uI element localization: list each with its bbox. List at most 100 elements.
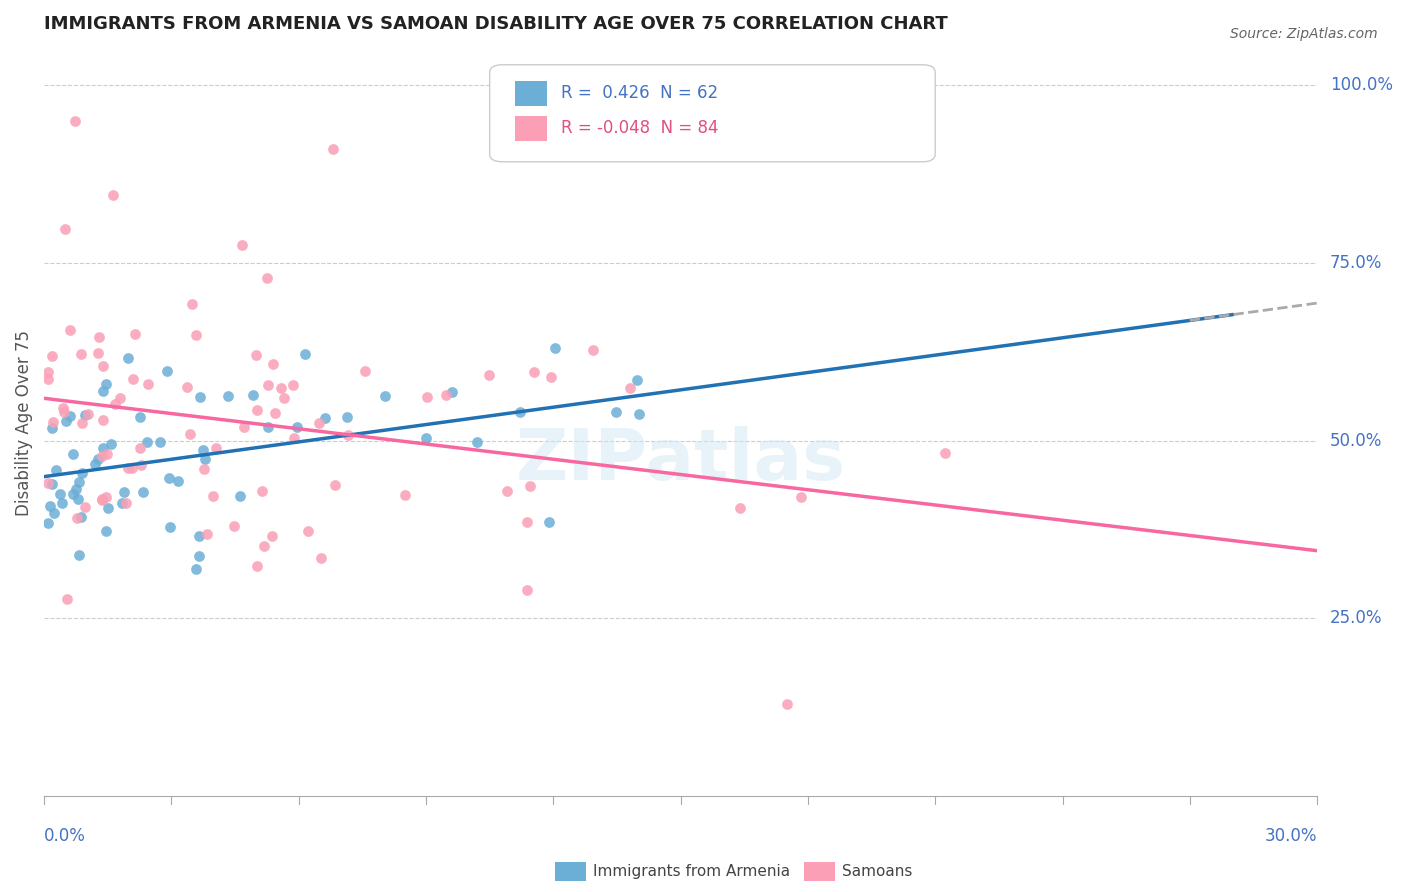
Point	[245, 348, 267, 362]
Point	[201, 489, 224, 503]
Point	[297, 524, 319, 538]
Point	[193, 462, 215, 476]
Point	[283, 377, 305, 392]
Point	[231, 238, 253, 252]
Point	[256, 419, 278, 434]
Point	[149, 435, 172, 450]
Point	[156, 364, 179, 378]
Point	[44, 462, 66, 476]
Point	[91, 384, 114, 399]
Point	[136, 376, 159, 391]
Point	[790, 490, 813, 504]
Point	[91, 359, 114, 373]
Point	[186, 328, 208, 343]
Point	[91, 413, 114, 427]
Point	[100, 437, 122, 451]
Point	[44, 507, 66, 521]
Point	[70, 416, 93, 430]
Point	[273, 391, 295, 405]
Point	[250, 483, 273, 498]
Point	[283, 431, 305, 445]
Point	[730, 501, 752, 516]
Point	[51, 496, 73, 510]
Text: Samoans: Samoans	[842, 864, 912, 879]
Point	[115, 495, 138, 509]
Point	[194, 451, 217, 466]
Point	[465, 435, 488, 450]
Point	[91, 441, 114, 455]
Point	[87, 330, 110, 344]
Point	[176, 379, 198, 393]
Point	[519, 479, 541, 493]
Point	[522, 365, 544, 379]
Point	[59, 323, 82, 337]
Point	[112, 484, 135, 499]
Point	[229, 489, 252, 503]
Point	[308, 417, 330, 431]
Point	[131, 458, 153, 473]
Text: IMMIGRANTS FROM ARMENIA VS SAMOAN DISABILITY AGE OVER 75 CORRELATION CHART: IMMIGRANTS FROM ARMENIA VS SAMOAN DISABI…	[44, 15, 948, 33]
Point	[337, 428, 360, 442]
Point	[619, 380, 641, 394]
Point	[104, 396, 127, 410]
Point	[39, 499, 62, 513]
Text: 100.0%: 100.0%	[1330, 77, 1393, 95]
Point	[260, 529, 283, 543]
Point	[188, 390, 211, 404]
Point	[70, 347, 93, 361]
Point	[117, 351, 139, 365]
Point	[131, 484, 153, 499]
Point	[124, 327, 146, 342]
Point	[37, 475, 59, 490]
Point	[222, 518, 245, 533]
Point	[73, 500, 96, 514]
Point	[205, 441, 228, 455]
FancyBboxPatch shape	[489, 65, 935, 161]
Point	[70, 467, 93, 481]
Point	[53, 222, 76, 236]
Point	[90, 492, 112, 507]
Point	[94, 524, 117, 538]
Point	[41, 349, 63, 363]
Point	[96, 447, 118, 461]
Point	[416, 390, 439, 404]
Point	[516, 516, 538, 530]
Point	[218, 390, 240, 404]
Point	[41, 477, 63, 491]
Point	[37, 366, 59, 380]
Point	[314, 411, 336, 425]
Bar	[515, 81, 547, 106]
Point	[129, 442, 152, 456]
Point	[37, 372, 59, 386]
Point	[232, 420, 254, 434]
Point	[87, 346, 110, 360]
Point	[434, 388, 457, 402]
Point	[256, 270, 278, 285]
Point	[62, 487, 84, 501]
Point	[49, 486, 72, 500]
Point	[516, 582, 538, 597]
Text: 0.0%: 0.0%	[44, 827, 86, 845]
Point	[540, 370, 562, 384]
Point	[67, 475, 90, 490]
Point	[67, 548, 90, 562]
Point	[157, 471, 180, 485]
Point	[129, 410, 152, 425]
Point	[394, 488, 416, 502]
Point	[167, 474, 190, 488]
Point	[253, 539, 276, 553]
Point	[187, 529, 209, 543]
Point	[181, 297, 204, 311]
Point	[246, 403, 269, 417]
Text: 30.0%: 30.0%	[1264, 827, 1317, 845]
Point	[179, 427, 201, 442]
Text: ZIPatlas: ZIPatlas	[516, 425, 845, 495]
Point	[415, 431, 437, 445]
Point	[62, 447, 84, 461]
Point	[188, 549, 211, 563]
Point	[110, 495, 132, 509]
Point	[117, 460, 139, 475]
Y-axis label: Disability Age Over 75: Disability Age Over 75	[15, 330, 32, 516]
Point	[52, 401, 75, 416]
Point	[59, 409, 82, 423]
